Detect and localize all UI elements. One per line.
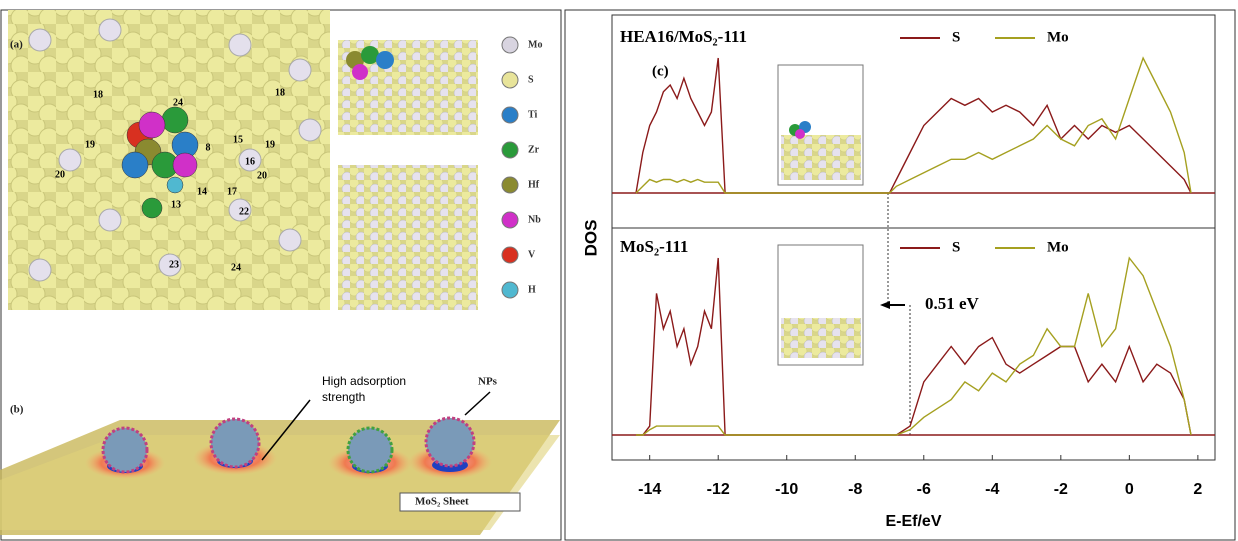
site-label: 13 [171,199,181,210]
figure: MoSTiZrHfNbVH 18241819151916208172214132… [0,0,1238,541]
site-label: 18 [93,89,103,100]
x-tick-label: -6 [917,481,931,498]
legend-label: S [952,29,960,45]
site-label: 24 [231,262,241,273]
site-label: 18 [275,87,285,98]
site-label: 23 [169,259,179,270]
legend-swatch [502,177,518,193]
legend-swatch [502,142,518,158]
x-tick-label: -10 [775,481,798,498]
x-tick-label: 2 [1193,481,1202,498]
panel-label: (a) [10,39,23,51]
legend-label: Hf [528,179,540,190]
x-tick-label: -14 [638,481,661,498]
page: { "panel_a": { "label": "(a)", "site_lab… [0,0,1238,541]
site-label: 19 [265,139,275,150]
site-label: 19 [85,139,95,150]
site-label: 17 [227,186,237,197]
annotation: High adsorption [322,374,406,388]
legend-swatch [502,247,518,263]
legend-swatch [502,72,518,88]
annotation: 0.51 eV [925,294,980,313]
panel-label: (b) [10,404,24,416]
legend-swatch [502,107,518,123]
legend-swatch [502,37,518,53]
legend-label: Ti [528,109,537,120]
y-axis-title: DOS [581,220,600,257]
chart-title: HEA16/MoS₂-111 [620,27,747,46]
site-label: 22 [239,206,249,217]
panel-label: (c) [652,63,669,79]
site-label: 14 [197,186,207,197]
legend-label: S [952,239,960,255]
legend-label: Nb [528,214,541,225]
legend-label: S [528,74,534,85]
x-axis-title: E-Ef/eV [885,513,941,530]
legend-swatch [502,282,518,298]
site-label: 16 [245,156,255,167]
legend-swatch [502,212,518,228]
site-label: 15 [233,134,243,145]
x-tick-label: -8 [848,481,862,498]
site-label: 20 [55,169,65,180]
site-label: 20 [257,170,267,181]
annotation: strength [322,390,365,404]
x-tick-label: -4 [985,481,999,498]
legend-label: Zr [528,144,540,155]
x-tick-label: -2 [1054,481,1068,498]
annotation: MoS₂ Sheet [415,496,469,508]
legend-label: Mo [1047,29,1069,45]
annotation: NPs [478,376,498,388]
x-tick-label: 0 [1125,481,1134,498]
site-label: 8 [206,142,211,153]
legend-label: H [528,284,536,295]
x-tick-label: -12 [707,481,730,498]
legend-label: Mo [1047,239,1069,255]
legend-label: Mo [528,39,542,50]
chart-title: MoS₂-111 [620,237,688,256]
top-view-image [338,165,478,310]
site-label: 24 [173,97,183,108]
legend-label: V [528,249,536,260]
